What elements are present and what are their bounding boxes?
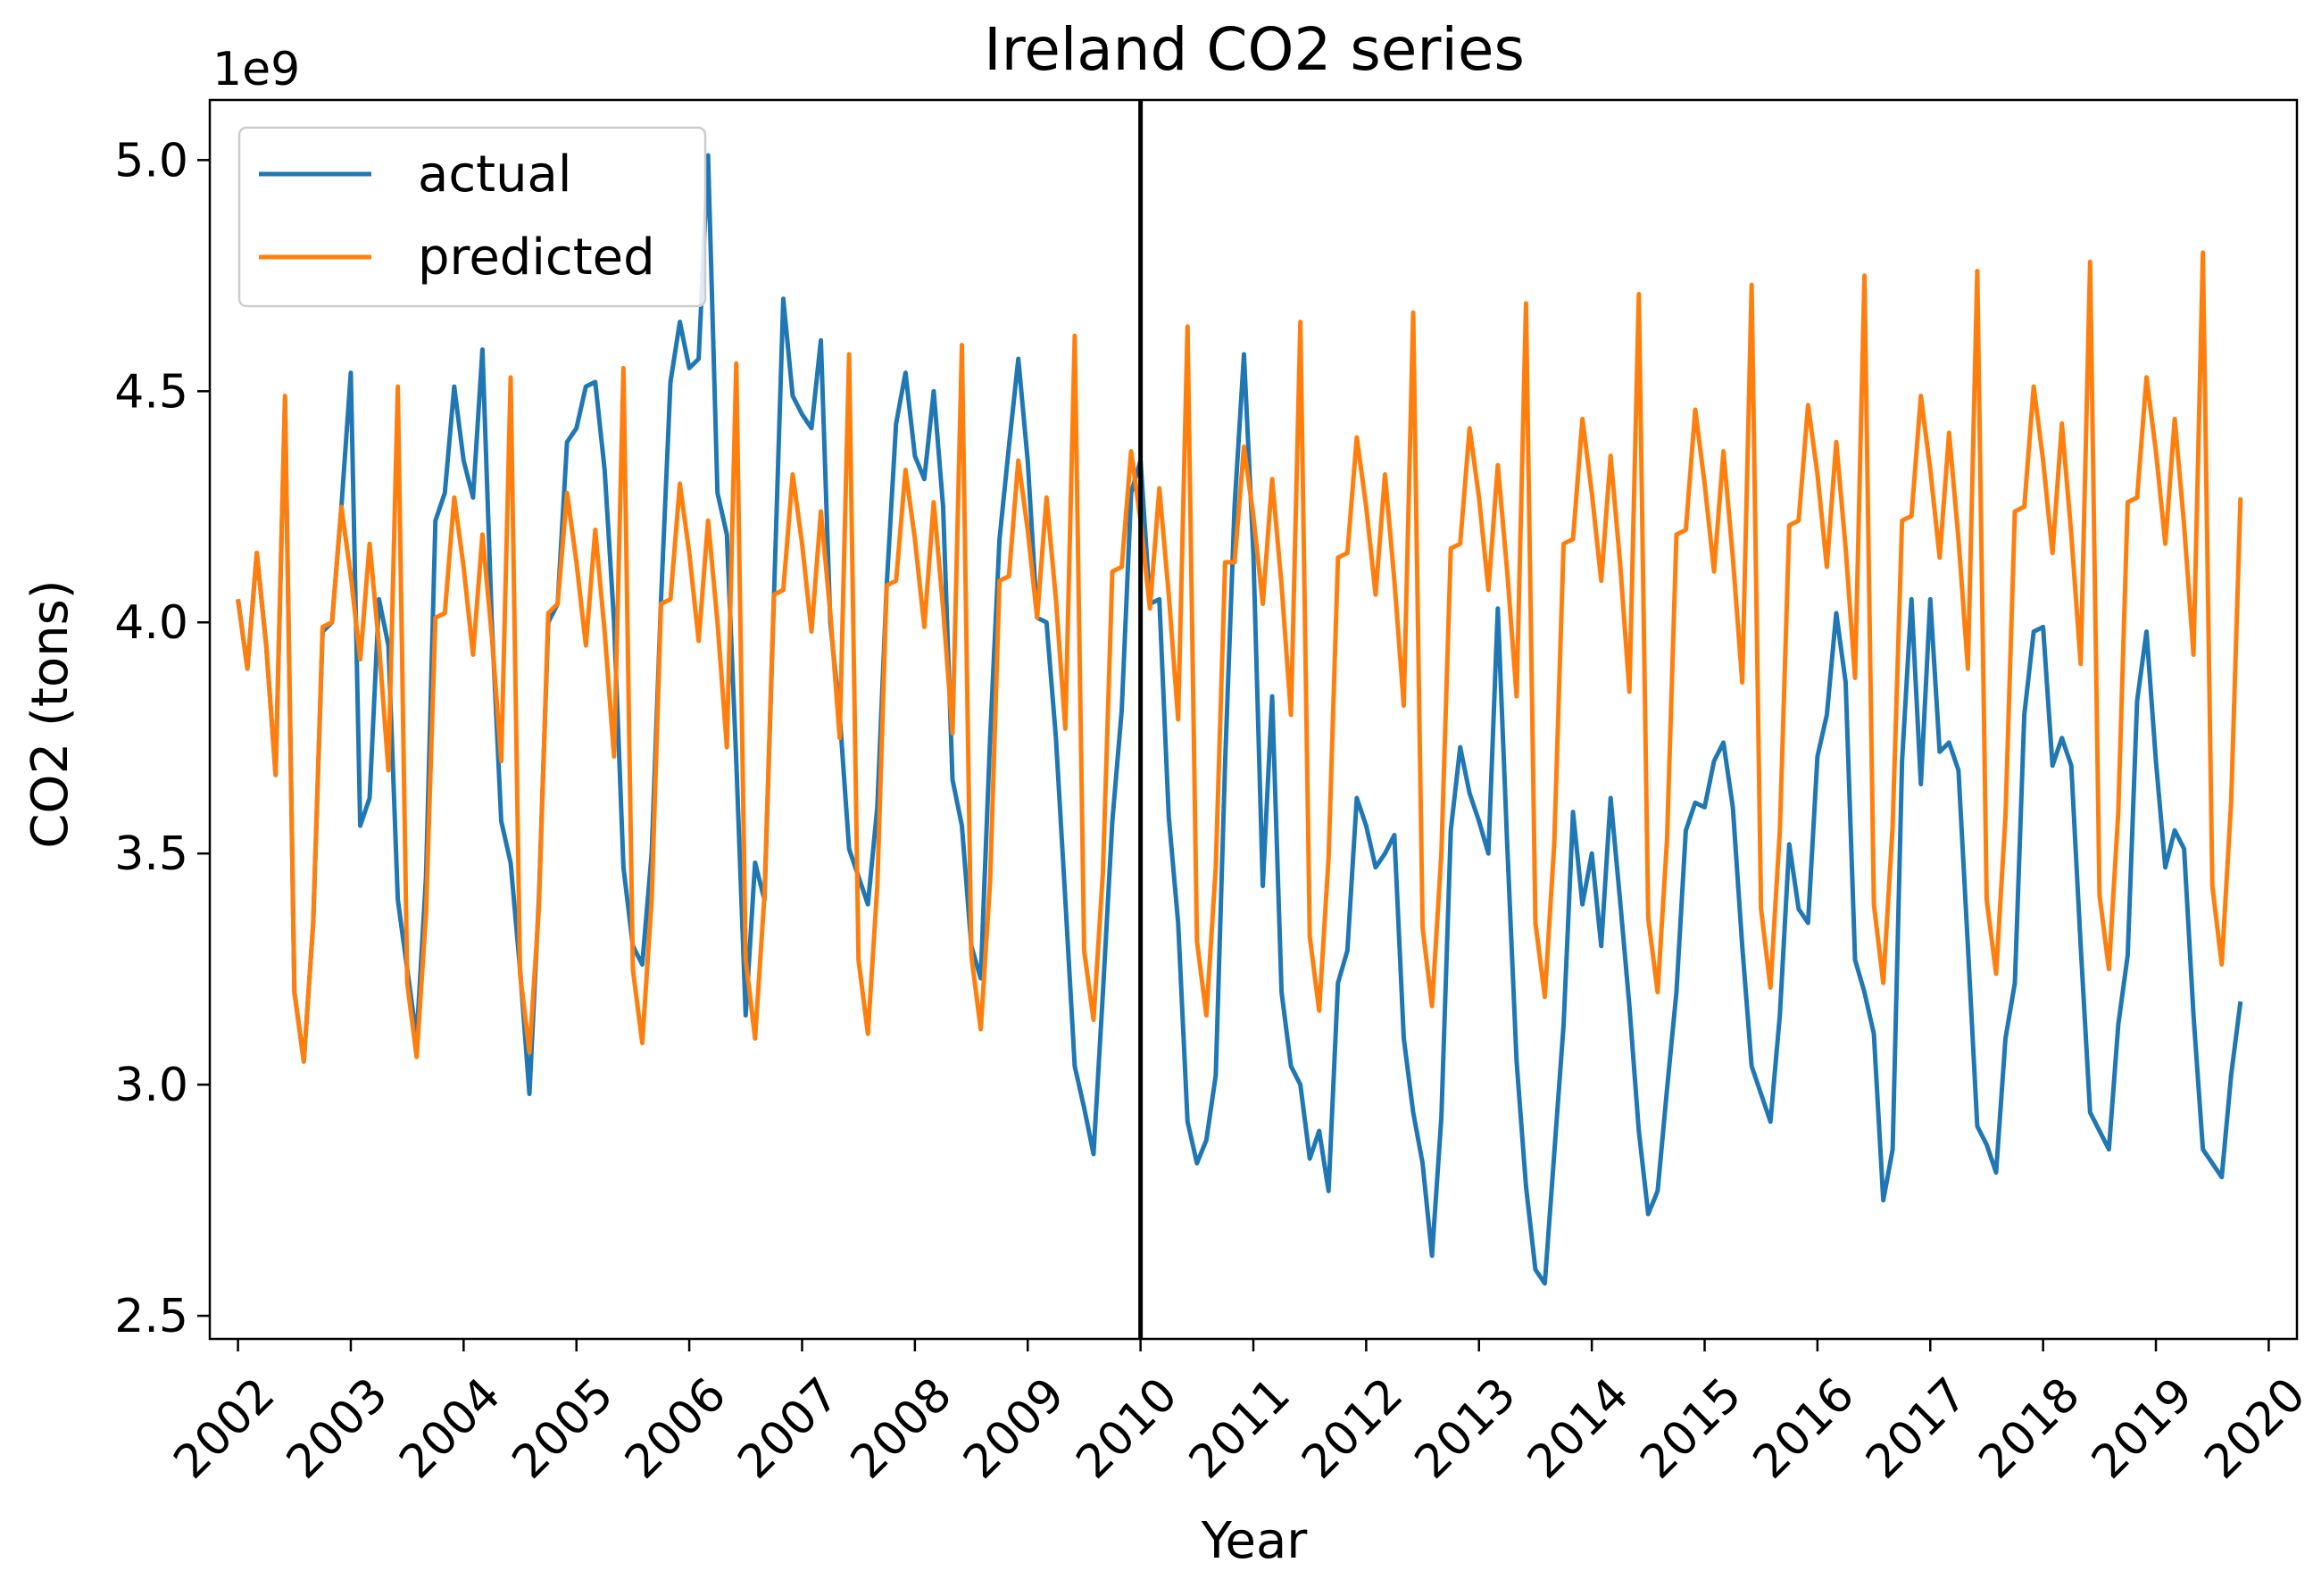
series-line-predicted bbox=[236, 250, 2243, 1064]
chart-legend: actual predicted bbox=[237, 126, 707, 308]
y-tick-label: 3.5 bbox=[114, 827, 188, 881]
x-axis-label: Year bbox=[1201, 1512, 1309, 1570]
y-axis-offset-label: 1e9 bbox=[212, 43, 300, 96]
legend-label-actual: actual bbox=[418, 145, 571, 204]
y-axis-label: CO2 (tons) bbox=[21, 579, 79, 848]
y-tick-label: 4.5 bbox=[114, 365, 188, 419]
y-tick-label: 2.5 bbox=[114, 1290, 188, 1343]
series-line-actual bbox=[236, 153, 2243, 1286]
y-tick-label: 4.0 bbox=[114, 596, 188, 650]
chart-title: Ireland CO2 series bbox=[984, 15, 1525, 84]
legend-label-predicted: predicted bbox=[418, 229, 655, 287]
plot-area bbox=[208, 98, 2299, 1341]
y-tick-label: 3.0 bbox=[114, 1059, 188, 1112]
y-axis: 2.5 3.0 3.5 4.0 4.5 5.0 bbox=[114, 134, 210, 1343]
y-tick-label: 5.0 bbox=[114, 134, 188, 187]
